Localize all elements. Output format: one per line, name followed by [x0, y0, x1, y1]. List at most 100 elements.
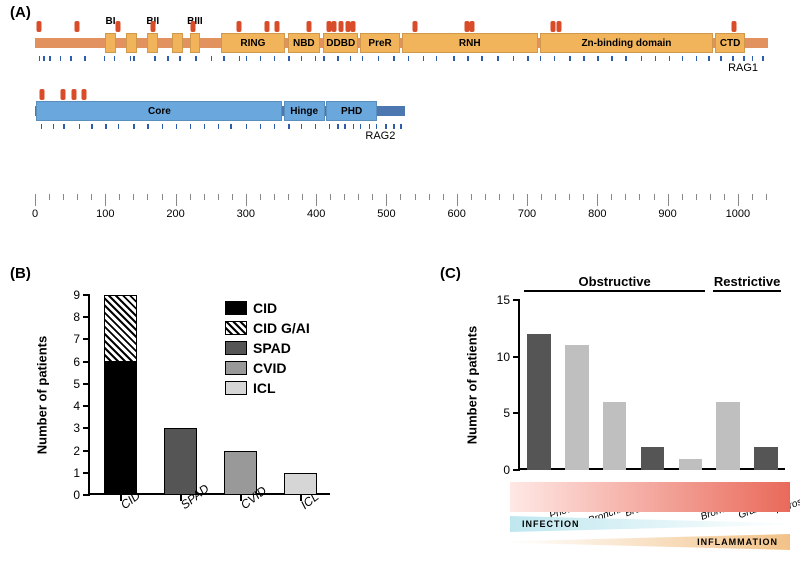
rag2-track: CoreHingePHDRAG2	[35, 94, 773, 144]
legend-item: CID	[225, 300, 310, 316]
mutation-marker-blue	[400, 124, 402, 129]
mutation-marker-blue	[323, 56, 325, 61]
mutation-marker-blue	[315, 124, 317, 129]
ruler-label: 1000	[726, 208, 750, 220]
bar-segment	[164, 428, 197, 495]
ruler-tick	[147, 194, 148, 200]
domain-block: Core	[36, 101, 282, 121]
ruler-tick	[625, 194, 626, 200]
ruler: 01002003004005006007008009001000	[35, 194, 773, 234]
ruler-tick	[63, 194, 64, 200]
ruler-tick	[77, 194, 78, 200]
y-tick-label: 0	[503, 463, 510, 477]
domain-block	[126, 33, 137, 53]
mutation-marker-blue	[393, 56, 395, 61]
mutation-marker-red	[75, 21, 80, 32]
domain-block	[105, 33, 116, 53]
domain-label: BI	[106, 16, 116, 27]
legend-item: SPAD	[225, 340, 310, 356]
mutation-marker-blue	[597, 56, 599, 61]
bar	[716, 402, 739, 470]
ruler-label: 400	[307, 208, 325, 220]
bar	[603, 402, 626, 470]
mutation-marker-blue	[720, 56, 722, 61]
mutation-marker-red	[236, 21, 241, 32]
gradient-disease	[510, 482, 790, 512]
mutation-marker-red	[339, 21, 344, 32]
mutation-marker-red	[115, 21, 120, 32]
ruler-tick	[738, 194, 739, 206]
mutation-marker-blue	[513, 56, 515, 61]
mutation-marker-blue	[60, 56, 62, 61]
ruler-tick	[724, 194, 725, 200]
domain-block: NBD	[288, 33, 320, 53]
group-rule	[524, 290, 705, 292]
domain-block: DDBD	[323, 33, 358, 53]
panel-label-b: (B)	[10, 265, 31, 282]
ruler-label: 700	[518, 208, 536, 220]
ruler-tick	[246, 194, 247, 206]
mutation-marker-blue	[376, 124, 378, 129]
mutation-marker-red	[71, 89, 76, 100]
panel-label-c: (C)	[440, 265, 461, 282]
ruler-tick	[429, 194, 430, 200]
y-tick-label: 5	[503, 406, 510, 420]
bar	[527, 334, 550, 470]
mutation-marker-blue	[329, 124, 331, 129]
ruler-tick	[105, 194, 106, 206]
mutation-marker-blue	[369, 124, 371, 129]
mutation-marker-blue	[752, 56, 754, 61]
group-rule	[713, 290, 781, 292]
mutation-marker-blue	[133, 124, 135, 129]
ruler-tick	[204, 194, 205, 200]
mutation-marker-blue	[353, 124, 355, 129]
ruler-tick	[597, 194, 598, 206]
bar	[641, 447, 664, 470]
y-title: Number of patients	[465, 326, 480, 444]
ruler-tick	[49, 194, 50, 200]
mutation-marker-blue	[362, 56, 364, 61]
mutation-marker-blue	[195, 56, 197, 61]
mutation-marker-blue	[84, 56, 86, 61]
y-tick-label: 5	[73, 377, 80, 391]
mutation-marker-blue	[274, 56, 276, 61]
ruler-label: 500	[377, 208, 395, 220]
mutation-marker-red	[332, 21, 337, 32]
bar	[679, 459, 702, 470]
ruler-tick	[541, 194, 542, 200]
mutation-marker-red	[412, 21, 417, 32]
mutation-marker-red	[151, 21, 156, 32]
ruler-tick	[752, 194, 753, 200]
gradient-inflammation: INFLAMMATION	[510, 534, 790, 550]
mutation-marker-blue	[682, 56, 684, 61]
ruler-label: 900	[658, 208, 676, 220]
ruler-tick	[443, 194, 444, 200]
ruler-tick	[386, 194, 387, 206]
mutation-marker-blue	[527, 56, 529, 61]
y-tick-label: 0	[73, 488, 80, 502]
ruler-tick	[682, 194, 683, 200]
y-tick-label: 1	[73, 466, 80, 480]
ruler-tick	[668, 194, 669, 206]
ruler-tick	[513, 194, 514, 200]
mutation-marker-blue	[337, 56, 339, 61]
mutation-marker-blue	[669, 56, 671, 61]
domain-block	[190, 33, 201, 53]
gene-label: RAG2	[365, 130, 773, 142]
mutation-marker-red	[464, 21, 469, 32]
domain-block: Zn-binding domain	[540, 33, 714, 53]
bar-segment	[224, 451, 257, 495]
ruler-tick	[232, 194, 233, 200]
ruler-tick	[569, 194, 570, 200]
ruler-tick	[344, 194, 345, 200]
mutation-marker-blue	[176, 124, 178, 129]
ruler-tick	[176, 194, 177, 206]
ruler-tick	[710, 194, 711, 200]
mutation-marker-blue	[315, 56, 317, 61]
rag1-track: BIBIIBIIIRINGNBDDDBDPreRRNHZn-binding do…	[35, 26, 773, 76]
y-title: Number of patients	[35, 336, 50, 454]
mutation-marker-blue	[732, 56, 734, 61]
y-tick-label: 15	[497, 293, 510, 307]
ruler-tick	[288, 194, 289, 200]
ruler-tick	[190, 194, 191, 200]
